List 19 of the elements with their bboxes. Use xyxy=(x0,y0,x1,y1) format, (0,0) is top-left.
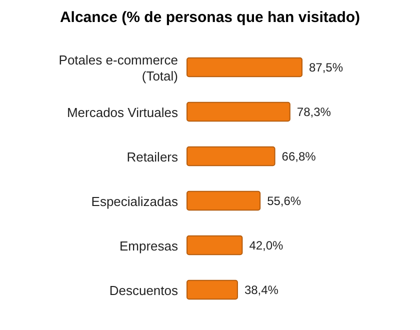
data-label: 42,0% xyxy=(249,238,284,252)
data-label: 38,4% xyxy=(244,282,279,297)
bar xyxy=(186,102,290,122)
bar xyxy=(186,146,276,166)
bar xyxy=(186,57,302,78)
y-tick-label: Retailers xyxy=(126,148,178,164)
y-tick-label: Mercados Virtuales xyxy=(66,104,178,120)
y-tick-label: Potales e-commerce (Total) xyxy=(58,52,178,83)
data-label: 55,6% xyxy=(267,194,302,208)
y-tick-label: Empresas xyxy=(119,238,178,253)
data-label: 78,3% xyxy=(296,104,332,119)
chart-title: Alcance (% de personas que han visitado) xyxy=(60,9,360,26)
bar xyxy=(186,190,261,211)
data-label: 66,8% xyxy=(282,149,316,164)
data-label: 87,5% xyxy=(309,60,344,74)
y-tick-label: Descuentos xyxy=(109,282,178,298)
bar xyxy=(186,280,238,300)
y-tick-label: Especializadas xyxy=(91,193,178,208)
bar xyxy=(186,235,243,256)
